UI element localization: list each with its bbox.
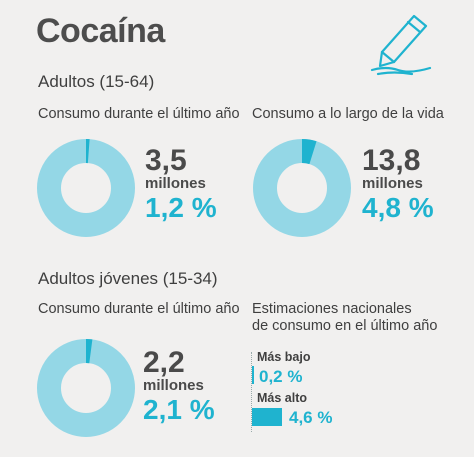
estimate-high-percent: 4,6 % xyxy=(289,408,333,427)
estimates-label-line1: Estimaciones nacionales xyxy=(252,301,412,317)
donut-adults-last-year xyxy=(37,139,135,237)
estimates-axis xyxy=(251,352,253,432)
young-last-year-unit: millones xyxy=(143,377,204,394)
estimate-low-percent: 0,2 % xyxy=(259,367,303,386)
adults-last-year-unit: millones xyxy=(145,175,206,192)
adults-heading: Adultos (15-64) xyxy=(38,72,155,91)
adults-last-year-percent: 1,2 % xyxy=(145,192,217,223)
donut-young-last-year xyxy=(37,339,135,437)
adults-lifetime-unit: millones xyxy=(362,175,423,192)
young-last-year-percent: 2,1 % xyxy=(143,394,215,425)
estimate-low-bar xyxy=(252,366,254,384)
estimates-label-line2: de consumo en el último año xyxy=(252,318,438,334)
young-last-year-label: Consumo durante el último año xyxy=(38,301,240,317)
adults-lifetime-label: Consumo a lo largo de la vida xyxy=(252,106,444,122)
donut-adults-lifetime xyxy=(253,139,351,237)
page-title: Cocaína xyxy=(36,12,165,50)
adults-lifetime-value: 13,8 xyxy=(362,144,421,177)
young-last-year-value: 2,2 xyxy=(143,346,185,379)
pencil-icon xyxy=(370,14,432,76)
estimate-high-label: Más alto xyxy=(257,391,308,405)
adults-last-year-label: Consumo durante el último año xyxy=(38,106,240,122)
adults-lifetime-percent: 4,8 % xyxy=(362,192,434,223)
young-heading: Adultos jóvenes (15-34) xyxy=(38,269,218,288)
estimate-high-bar xyxy=(252,408,282,426)
adults-last-year-value: 3,5 xyxy=(145,144,187,177)
donut-slice-consumption xyxy=(253,139,351,237)
estimate-low-label: Más bajo xyxy=(257,350,311,364)
donut-slice-consumption xyxy=(37,139,135,237)
donut-slice-consumption xyxy=(37,339,135,437)
